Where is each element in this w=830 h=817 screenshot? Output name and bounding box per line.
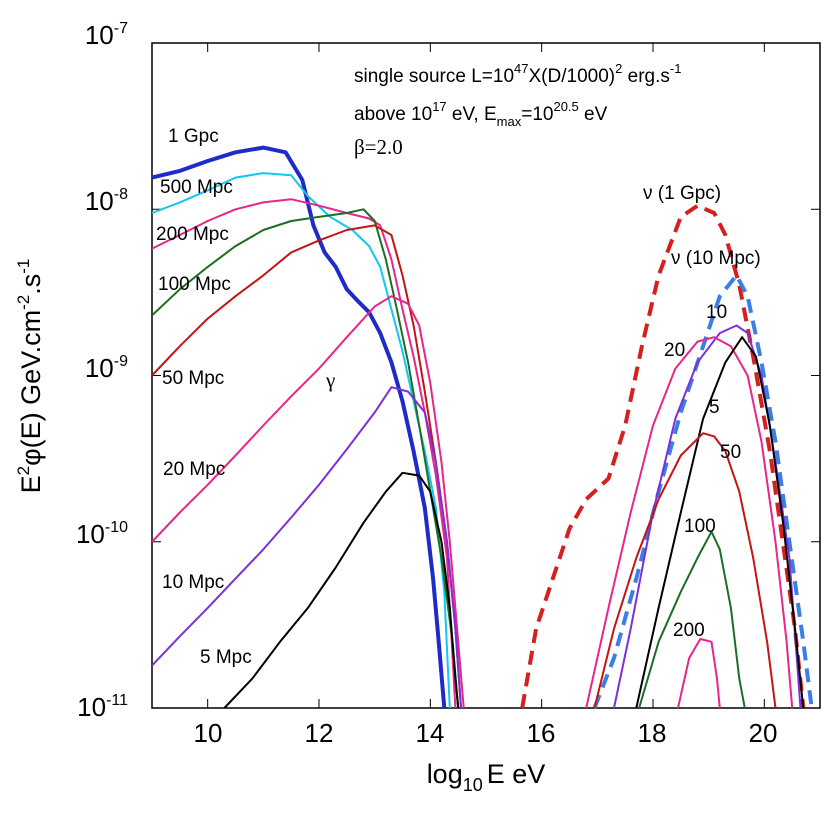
series-label: 20: [664, 340, 685, 361]
series-label: 5 Mpc: [200, 647, 252, 668]
series-line-15: [677, 638, 721, 709]
series-line-7: [223, 471, 460, 709]
series-label: 20 Mpc: [163, 459, 225, 480]
x-tick-label: 12: [305, 718, 334, 748]
x-tick-label: 20: [749, 718, 778, 748]
x-axis-title: log10 E eV: [427, 759, 546, 795]
series-label: 50: [720, 442, 741, 463]
series-label: 50 Mpc: [162, 368, 224, 389]
annotation-line1: single source L=1047X(D/1000)2 erg.s-1: [354, 61, 681, 87]
series-label: 100: [684, 516, 716, 537]
series-label: 10 Mpc: [162, 572, 224, 593]
series-group: [151, 145, 814, 709]
series-line-11: [585, 336, 794, 709]
y-tick-label: 10-11: [77, 692, 128, 722]
series-line-13: [593, 432, 777, 709]
y-tick-label: 10-10: [76, 519, 128, 549]
series-label: 1 Gpc: [168, 126, 219, 147]
series-line-12: [635, 336, 805, 709]
y-axis-title: E2φ(E) GeV.cm-2.s-1: [14, 259, 46, 494]
series-label: ν (1 Gpc): [643, 183, 721, 204]
ticks: [152, 42, 820, 709]
x-tick-label: 14: [416, 718, 445, 748]
series-label: 200: [673, 620, 705, 641]
series-line-6: [151, 386, 462, 709]
annotation-gamma: γ: [325, 368, 335, 392]
series-line-14: [638, 530, 746, 709]
series-label: 100 Mpc: [158, 274, 231, 295]
series-label: 5: [709, 397, 720, 418]
y-tick-label: 10-8: [85, 186, 128, 216]
annotation-line2: above 1017 eV, Emax=1020.5 eV: [354, 99, 608, 129]
annotation-beta: β=2.0: [354, 135, 403, 159]
series-label: ν (10 Mpc): [671, 248, 761, 269]
series-line-1: [151, 172, 451, 709]
y-tick-label: 10-7: [85, 20, 128, 50]
y-tick-label: 10-9: [85, 353, 128, 383]
series-label: 200 Mpc: [156, 224, 229, 245]
series-label: 500 Mpc: [160, 177, 233, 198]
x-tick-label: 10: [194, 718, 223, 748]
series-line-5: [151, 295, 465, 709]
series-line-9: [592, 273, 814, 709]
x-tick-label: 16: [527, 718, 556, 748]
series-line-0: [151, 145, 447, 709]
x-tick-label: 18: [638, 718, 667, 748]
series-label: 10: [706, 302, 727, 323]
series-line-8: [520, 203, 806, 709]
